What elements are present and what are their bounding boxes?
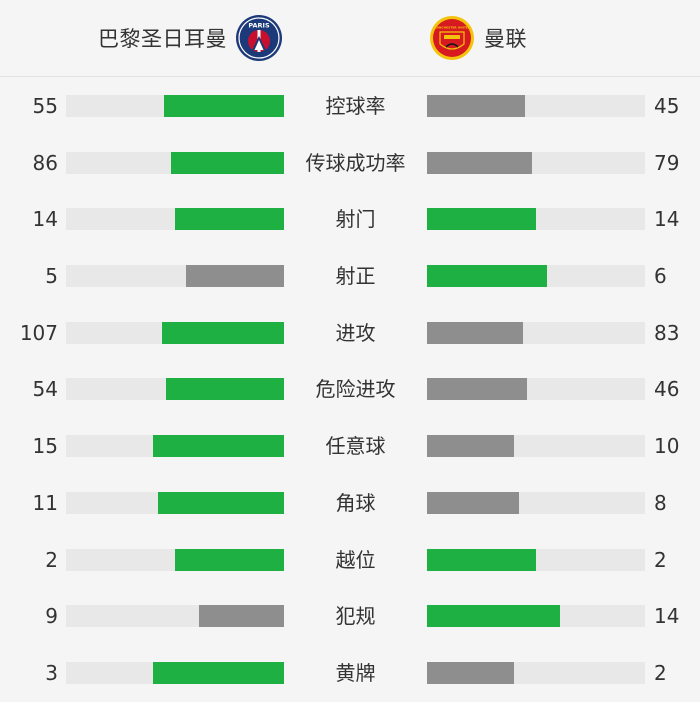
- away-stat-value: 2: [654, 547, 667, 572]
- home-stat-bar: [166, 378, 284, 401]
- home-stat-bar: [170, 151, 284, 174]
- stat-row: 55 控球率 45: [0, 78, 700, 135]
- away-stat-bar-track: [427, 661, 645, 684]
- home-stat-value: 9: [45, 604, 58, 629]
- home-stat-bar-track: [66, 265, 284, 288]
- home-stat-bar-track: [66, 605, 284, 628]
- away-stat-bar: [427, 661, 515, 684]
- away-stat-bar: [427, 378, 528, 401]
- home-stat-bar: [153, 661, 284, 684]
- away-stat-bar: [427, 491, 519, 514]
- stat-label: 越位: [335, 547, 376, 572]
- home-stat-value: 55: [32, 94, 58, 118]
- away-stat-bar: [427, 321, 523, 344]
- away-stat-value: 45: [654, 94, 680, 118]
- away-stat-bar: [427, 605, 560, 628]
- home-stat-value: 11: [32, 490, 58, 515]
- away-stat-bar: [427, 208, 536, 231]
- away-stat-bar-track: [427, 321, 645, 344]
- stat-row: 3 黄牌 2: [0, 645, 700, 702]
- stat-label: 角球: [335, 490, 376, 515]
- stat-label: 犯规: [335, 604, 376, 629]
- home-stat-value: 14: [32, 207, 58, 232]
- stat-row: 14 射门 14: [0, 191, 700, 248]
- home-stat-bar-track: [66, 661, 284, 684]
- home-stat-bar-track: [66, 151, 284, 174]
- stat-label: 任意球: [325, 434, 386, 459]
- stat-row: 15 任意球 10: [0, 418, 700, 475]
- away-stat-bar-track: [427, 151, 645, 174]
- home-stat-bar-track: [66, 435, 284, 458]
- stat-row: 9 犯规 14: [0, 588, 700, 645]
- stat-row: 5 射正 6: [0, 248, 700, 305]
- away-stat-bar-track: [427, 95, 645, 117]
- stat-label: 黄牌: [335, 660, 376, 685]
- home-stat-value: 2: [45, 547, 58, 572]
- home-stat-bar-track: [66, 95, 284, 117]
- home-stat-value: 5: [45, 264, 58, 289]
- home-stat-bar-track: [66, 548, 284, 571]
- away-stat-bar-track: [427, 208, 645, 231]
- home-stat-value: 54: [32, 377, 58, 402]
- home-stat-value: 107: [19, 320, 58, 345]
- home-stat-bar-track: [66, 491, 284, 514]
- home-stat-bar: [157, 491, 284, 514]
- away-stat-bar: [427, 265, 547, 288]
- home-stat-value: 15: [32, 434, 58, 459]
- stat-row: 86 传球成功率 79: [0, 135, 700, 192]
- away-stat-bar-track: [427, 265, 645, 288]
- home-team[interactable]: 巴黎圣日耳曼 PARIS: [98, 14, 283, 62]
- stat-label: 危险进攻: [315, 377, 396, 402]
- away-stat-bar: [427, 95, 526, 117]
- away-stat-value: 14: [654, 207, 680, 232]
- away-stat-bar-track: [427, 378, 645, 401]
- stat-label: 射正: [335, 264, 376, 289]
- away-stat-value: 79: [654, 150, 680, 175]
- home-stat-bar: [164, 95, 284, 117]
- away-stat-value: 14: [654, 604, 680, 629]
- home-stat-bar: [185, 265, 284, 288]
- man-utd-crest-icon: MANCHESTER UNITED: [430, 16, 474, 60]
- stat-row: 11 角球 8: [0, 475, 700, 532]
- home-stat-bar: [161, 321, 284, 344]
- match-header: 巴黎圣日耳曼 PARIS MANCHESTER UNITED 曼联: [0, 0, 700, 77]
- home-stat-bar: [153, 435, 284, 458]
- away-stat-value: 6: [654, 264, 667, 289]
- stat-row: 107 进攻 83: [0, 305, 700, 362]
- away-stat-bar-track: [427, 435, 645, 458]
- away-stat-bar-track: [427, 548, 645, 571]
- away-stat-bar: [427, 151, 532, 174]
- home-stat-bar-track: [66, 321, 284, 344]
- away-stat-bar: [427, 435, 515, 458]
- home-stat-value: 86: [32, 150, 58, 175]
- stat-label: 进攻: [335, 320, 376, 345]
- away-stat-value: 2: [654, 660, 667, 685]
- away-stat-value: 10: [654, 434, 680, 459]
- away-stat-bar: [427, 548, 536, 571]
- psg-crest-icon: PARIS: [236, 15, 282, 61]
- man-utd-crest-text: MANCHESTER UNITED: [434, 26, 471, 30]
- away-stat-value: 8: [654, 490, 667, 515]
- home-stat-bar-track: [66, 208, 284, 231]
- stat-label: 射门: [335, 207, 376, 232]
- away-team-name: 曼联: [484, 27, 527, 51]
- psg-crest-text: PARIS: [248, 22, 270, 30]
- home-stat-bar-track: [66, 378, 284, 401]
- home-stat-value: 3: [45, 660, 58, 685]
- away-stat-bar-track: [427, 605, 645, 628]
- home-team-name: 巴黎圣日耳曼: [98, 27, 227, 51]
- stat-row: 54 危险进攻 46: [0, 361, 700, 418]
- stats-table: 55 控球率 45 86 传球成功率 79 14 射门 14 5: [0, 78, 700, 702]
- home-stat-bar: [175, 208, 284, 231]
- stat-label: 控球率: [325, 94, 386, 118]
- stat-label: 传球成功率: [305, 150, 406, 175]
- away-team[interactable]: MANCHESTER UNITED 曼联: [428, 14, 527, 62]
- home-stat-bar: [175, 548, 284, 571]
- stat-row: 2 越位 2: [0, 532, 700, 589]
- away-stat-value: 83: [654, 320, 680, 345]
- away-stat-value: 46: [654, 377, 680, 402]
- away-stat-bar-track: [427, 491, 645, 514]
- home-stat-bar: [198, 605, 284, 628]
